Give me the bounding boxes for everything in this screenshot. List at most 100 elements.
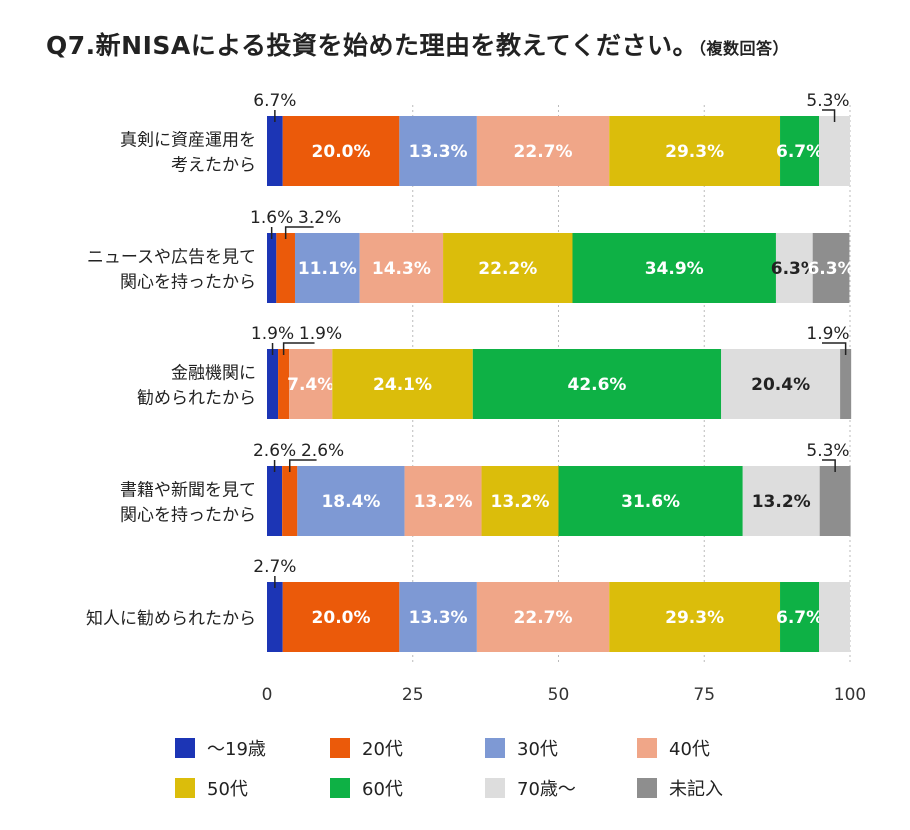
category-label: 関心を持ったから [120,273,256,293]
data-label: 6.3% [771,259,818,279]
legend-swatch [485,738,505,758]
x-tick-label: 100 [834,685,866,705]
data-label: 13.2% [414,492,473,512]
bar-segment [294,233,360,303]
data-label: 22.7% [514,608,573,628]
bar-segment [775,233,813,303]
data-label: 18.4% [321,492,380,512]
bar-segment [282,582,400,652]
data-label: 13.2% [752,492,811,512]
leader-line [288,459,317,472]
data-label: 13.3% [409,142,468,162]
legend-label: 70歳～ [517,779,576,800]
bar-segment [840,349,852,419]
legend-item: 50代 [175,777,248,800]
bar-segment [276,233,295,303]
bar-segment [742,466,820,536]
data-label-outside: 6.7% [253,91,296,111]
legend-swatch [485,778,505,798]
chart-title-note: （複数回答） [697,39,789,58]
legend-label: 20代 [362,739,403,760]
legend-item: ～19歳 [175,737,266,760]
legend-item: 60代 [330,777,403,800]
bar-segment [609,116,781,186]
data-label: 13.2% [491,492,550,512]
category-label: 知人に勧められたから [86,609,256,629]
data-label-outside: 1.6% [250,208,293,228]
bar-segment [721,349,841,419]
data-label-outside: 2.7% [253,557,296,577]
data-label-outside: 1.9% [806,324,849,344]
bar-segment [443,233,573,303]
bar-segment [812,233,850,303]
data-label-outside: 1.9% [251,324,294,344]
bar-segment [609,582,781,652]
bar-segment [399,116,477,186]
chart-title: Q7.新NISAによる投資を始めた理由を教えてください。（複数回答） [46,26,789,62]
legend-swatch [637,738,657,758]
bar-segment [780,116,820,186]
data-label: 20.4% [751,375,810,395]
leader-line [284,226,314,239]
x-tick-label: 0 [262,685,273,705]
data-label: 14.3% [372,259,431,279]
data-label: 24.1% [373,375,432,395]
bar-segment [332,349,473,419]
category-label: 金融機関に [171,364,256,384]
legend-swatch [637,778,657,798]
bar-segment [297,466,405,536]
category-label: 書籍や新聞を見て [120,481,256,501]
legend-label: ～19歳 [207,739,266,760]
legend-item: 30代 [485,737,558,760]
bar-segment [572,233,776,303]
bar-segment [289,349,333,419]
legend-label: 未記入 [669,779,723,800]
data-label: 6.3% [807,259,854,279]
bar-segment [819,466,851,536]
legend-item: 20代 [330,737,403,760]
bar-segment [359,233,444,303]
bar-segment [558,466,743,536]
legend-swatch [175,738,195,758]
bar-segment [819,582,850,652]
data-label-outside: 2.6% [253,441,296,461]
data-label: 7.4% [287,375,334,395]
data-label-outside: 5.3% [806,441,849,461]
bar-segment [404,466,482,536]
leader-line [822,459,836,472]
chart-title-text: Q7.新NISAによる投資を始めた理由を教えてください。 [46,31,698,60]
bar-segment [267,466,283,536]
legend-label: 50代 [207,779,248,800]
bar-segment [476,116,610,186]
data-label: 29.3% [665,142,724,162]
bar-segment [472,349,722,419]
category-label: 勧められたから [137,389,256,409]
data-label-outside: 1.9% [299,324,342,344]
data-label: 22.7% [514,142,573,162]
bar-segment [267,116,283,186]
bar-segment [780,582,820,652]
bar-segment [476,582,610,652]
bar-segment [267,233,277,303]
bar-segment [282,116,400,186]
legend-swatch [175,778,195,798]
data-label-outside: 2.6% [301,441,344,461]
legend-swatch [330,738,350,758]
legend-label: 30代 [517,739,558,760]
legend-item: 未記入 [637,777,723,800]
data-label: 34.9% [645,259,704,279]
leader-line [822,109,836,122]
data-label-outside: 3.2% [298,208,341,228]
data-label: 6.7% [776,608,823,628]
category-label: 関心を持ったから [120,506,256,526]
data-label: 11.1% [298,259,357,279]
data-label: 31.6% [621,492,680,512]
legend-swatch [330,778,350,798]
bar-segment [399,582,477,652]
data-label-outside: 5.3% [806,91,849,111]
bar-segment [481,466,559,536]
data-label: 6.7% [776,142,823,162]
bar-segment [267,582,283,652]
bar-segment [282,466,298,536]
